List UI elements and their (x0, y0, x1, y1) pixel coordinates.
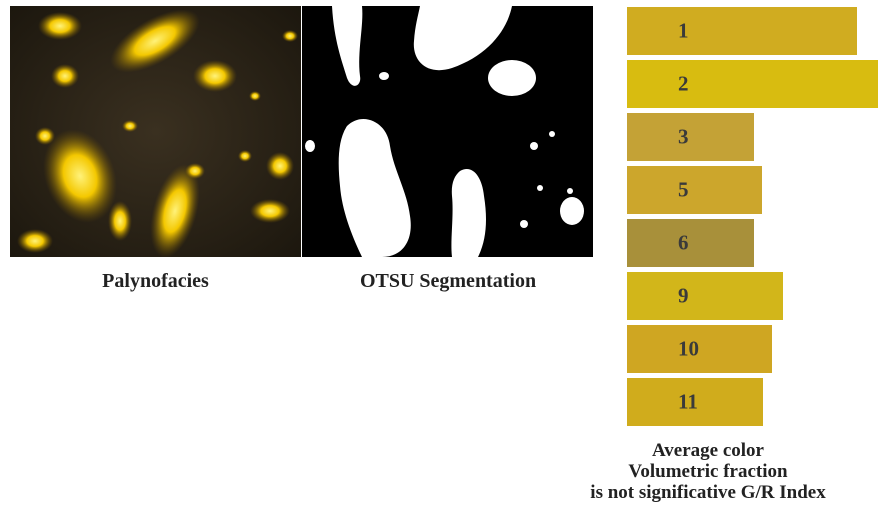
color-bar-6: 6 (626, 218, 755, 268)
color-bar-label: 6 (678, 230, 689, 255)
color-bar-label: 2 (678, 71, 689, 96)
color-bar-11: 11 (626, 377, 764, 427)
color-bar-5: 5 (626, 165, 763, 215)
palynofacies-image (10, 6, 301, 257)
color-bar-label: 11 (678, 389, 698, 414)
caption-line-average-color: Average color (651, 440, 764, 461)
caption-line-gr-index: is not significative G/R Index (590, 482, 826, 503)
palynofacies-caption: Palynofacies (102, 270, 209, 292)
otsu-segmentation-caption: OTSU Segmentation (359, 270, 537, 292)
color-bar-label: 1 (678, 18, 689, 43)
color-bar-9: 9 (626, 271, 784, 321)
color-bar-10: 10 (626, 324, 773, 374)
color-bar-label: 5 (678, 177, 689, 202)
color-bar-1: 1 (626, 6, 858, 56)
color-bar-label: 3 (678, 124, 689, 149)
caption-line-volumetric-fraction: Volumetric fraction (628, 461, 788, 482)
otsu-binary-mask-graphic (302, 6, 593, 257)
palynofacies-micrograph-graphic (10, 6, 301, 257)
otsu-segmentation-image (302, 6, 593, 257)
color-bar-label: 9 (678, 283, 689, 308)
color-bar-label: 10 (678, 336, 699, 361)
color-bar-3: 3 (626, 112, 755, 162)
color-bar-2: 2 (626, 59, 879, 109)
bottom-caption: Average color Volumetric fraction is not… (540, 440, 876, 503)
